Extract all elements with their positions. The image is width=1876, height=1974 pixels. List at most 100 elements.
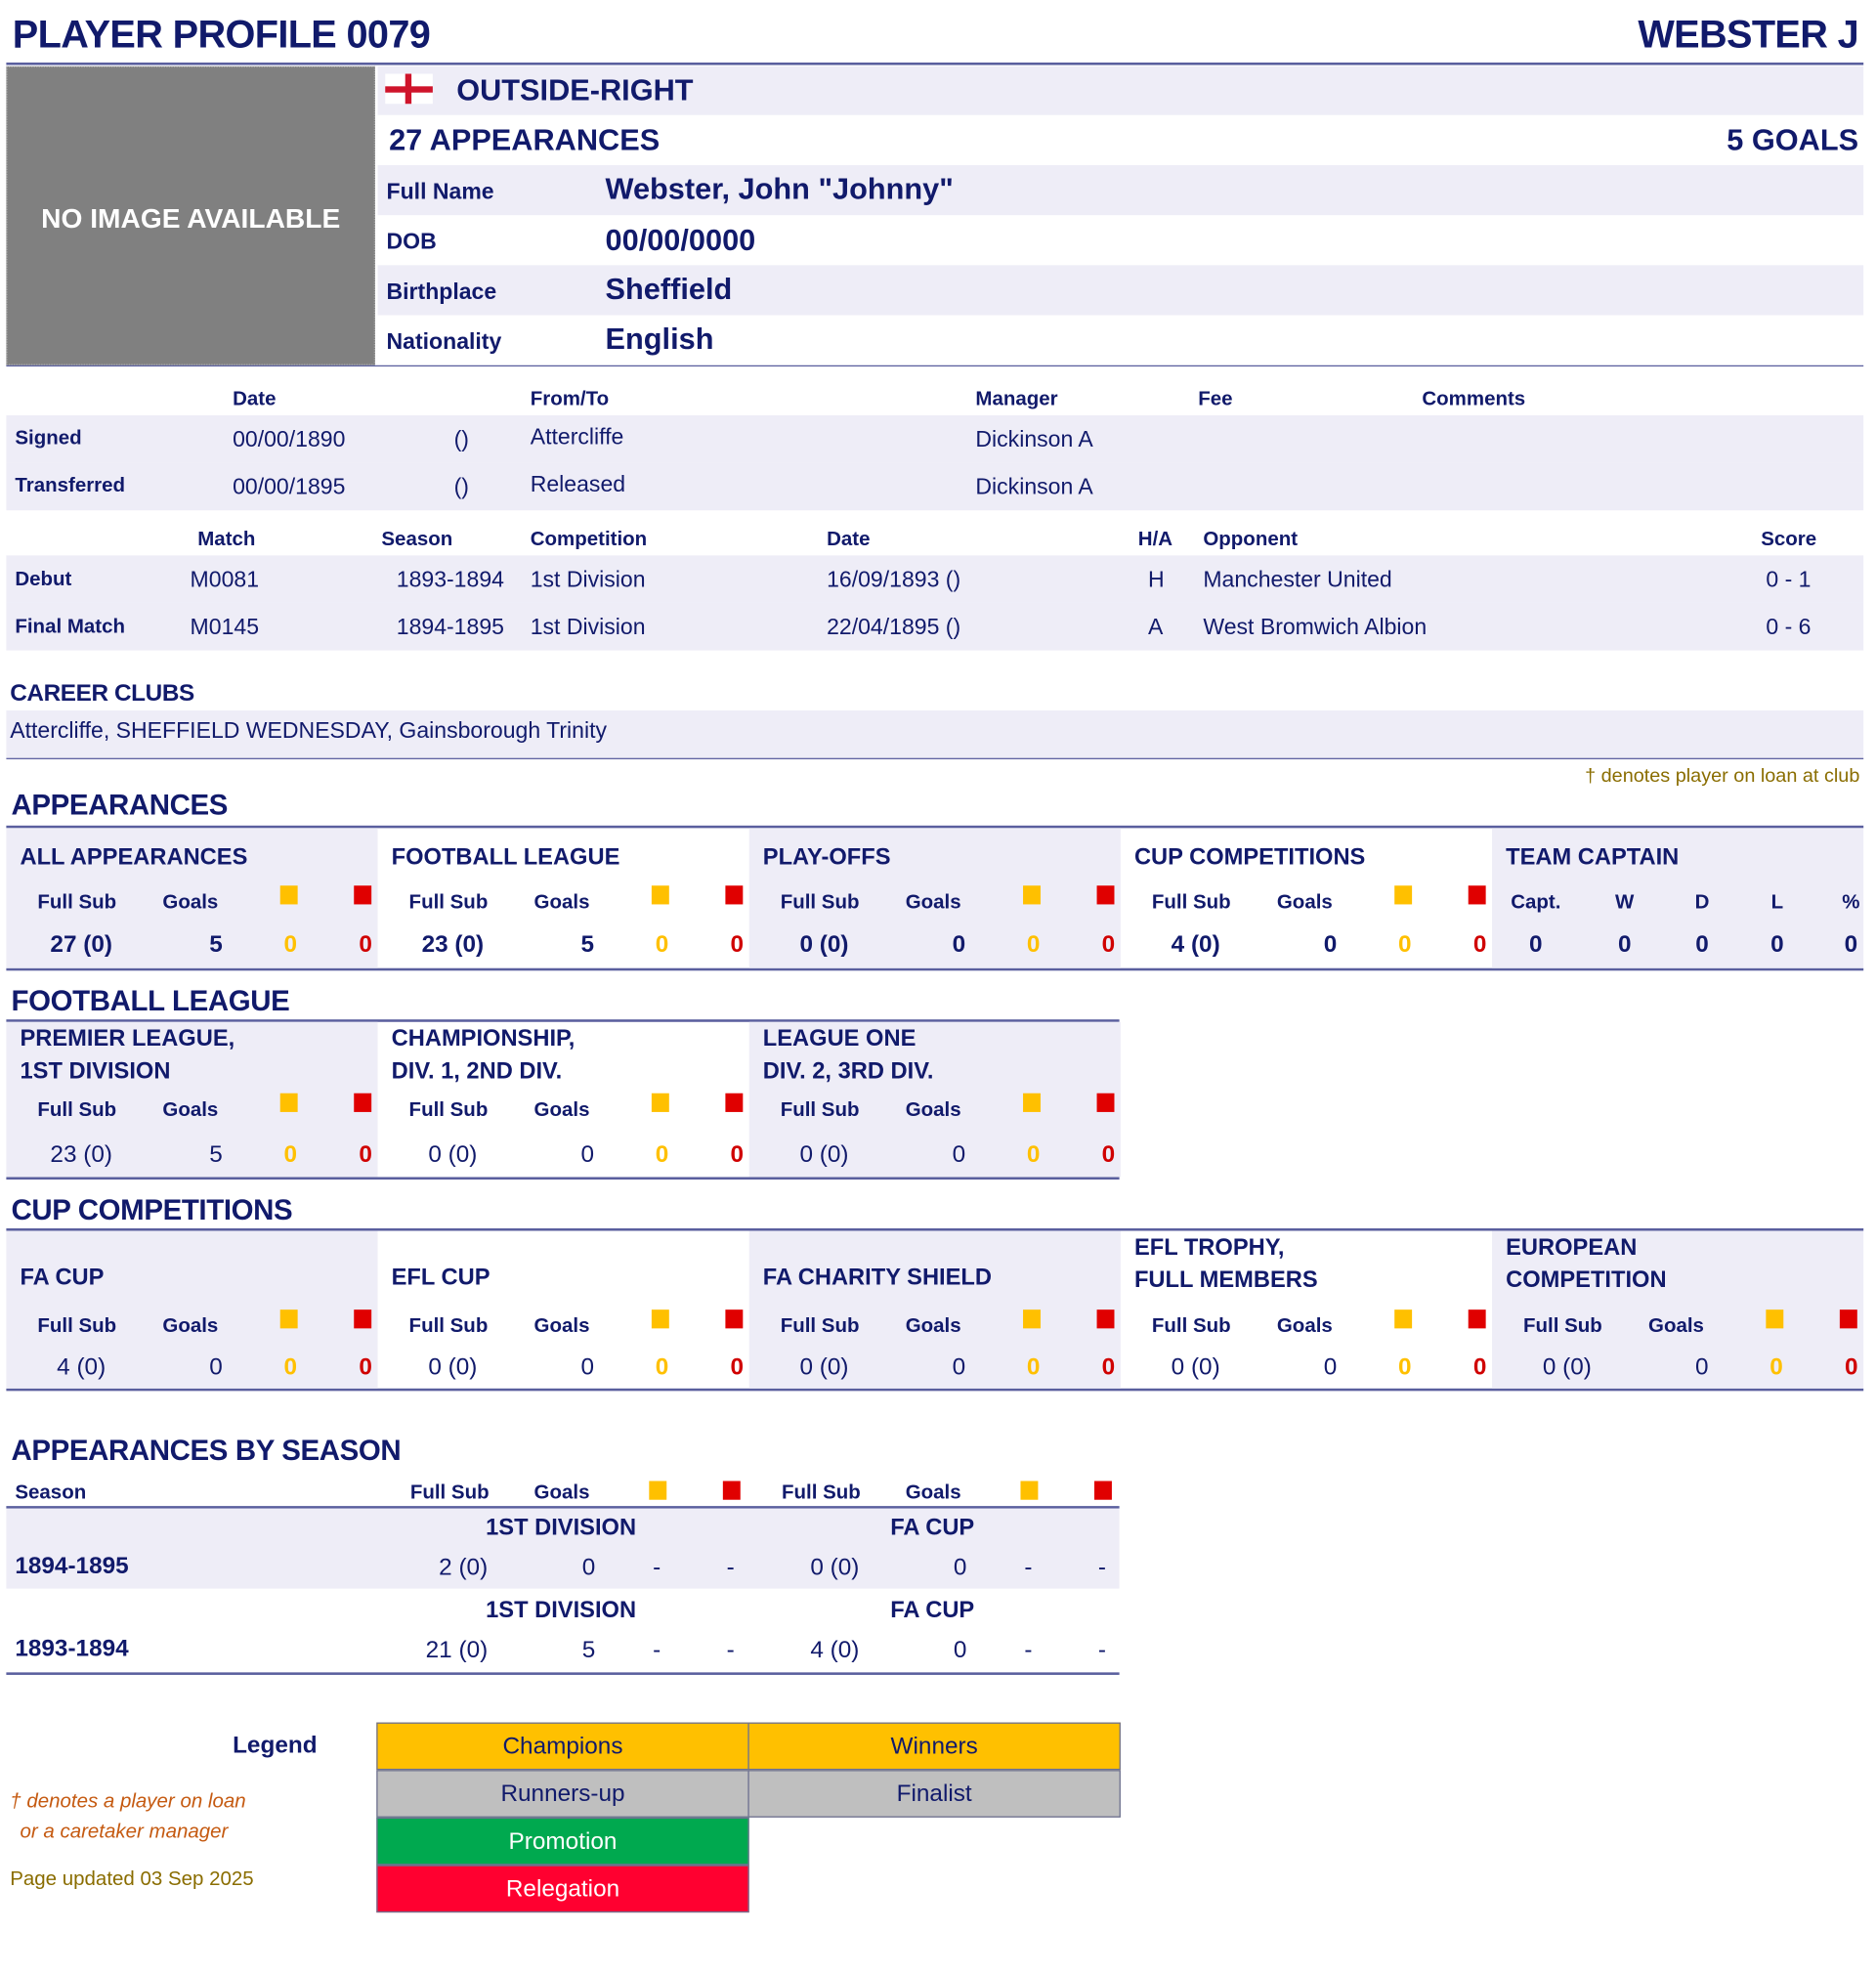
yellow-cards-value: 0 xyxy=(655,1141,669,1169)
stat-block: PREMIER LEAGUE, 1ST DIVISION Full Sub Goal… xyxy=(6,1021,378,1178)
season-header: Season xyxy=(15,1481,87,1504)
transfers-header-fee: Fee xyxy=(1198,389,1233,410)
goals-value: 0 xyxy=(952,931,966,959)
season-competition-name: 1ST DIVISION xyxy=(486,1596,637,1623)
page-updated: Page updated 03 Sep 2025 xyxy=(10,1868,254,1891)
stat-block-title: CHAMPIONSHIP, DIV. 1, 2ND DIV. xyxy=(391,1024,576,1084)
field-value: Webster, John "Johnny" xyxy=(605,172,954,207)
goals-value: 0 xyxy=(1323,1354,1338,1382)
field-value: Sheffield xyxy=(605,273,733,307)
yellow-card-icon xyxy=(1023,885,1041,905)
stat-block: EUROPEAN COMPETITION Full Sub Goals 0 (0) 0 0… xyxy=(1492,1230,1864,1389)
transfers-header-date: Date xyxy=(233,389,277,410)
captain-value: 0 xyxy=(1844,931,1858,959)
transfer-manager: Dickinson A xyxy=(975,474,1093,499)
stat-block-title: PLAY-OFFS xyxy=(762,842,891,870)
captain-value: 0 xyxy=(1695,931,1709,959)
season-goals: 5 xyxy=(581,1637,596,1664)
red-card-icon xyxy=(1468,885,1486,905)
red-cards-value: 0 xyxy=(359,1354,372,1382)
field-value: English xyxy=(605,322,714,357)
yellow-card-icon xyxy=(1023,1309,1041,1329)
red-card-icon xyxy=(1839,1309,1857,1329)
match-row-bg xyxy=(6,555,1864,603)
red-card-icon xyxy=(354,1309,372,1329)
match-ha: A xyxy=(1148,614,1164,640)
goals-header: Goals xyxy=(905,891,961,914)
full-sub-header: Full Sub xyxy=(408,1099,489,1121)
stat-block-title: LEAGUE ONE DIV. 2, 3RD DIV. xyxy=(762,1024,934,1084)
season-yellow: - xyxy=(653,1637,661,1664)
match-competition: 1st Division xyxy=(530,566,646,592)
birthplace-row: Birthplace Sheffield xyxy=(377,265,1864,316)
season-full-sub: 0 (0) xyxy=(810,1555,860,1581)
captain-header: % xyxy=(1842,891,1860,914)
red-card-icon xyxy=(1096,1309,1115,1329)
full-sub-value: 0 (0) xyxy=(799,931,849,959)
full-sub-value: 4 (0) xyxy=(57,1354,107,1382)
transfer-date-note: () xyxy=(453,474,469,499)
yellow-card-icon xyxy=(651,1309,669,1329)
player-photo-placeholder: NO IMAGE AVAILABLE xyxy=(6,65,376,365)
goals-value: 0 xyxy=(952,1354,966,1382)
season-goals: 0 xyxy=(953,1555,967,1581)
yellow-cards-value: 0 xyxy=(1398,931,1412,959)
match-season: 1894-1895 xyxy=(396,614,504,640)
match-competition: 1st Division xyxy=(530,614,646,640)
yellow-card-icon xyxy=(1020,1480,1039,1500)
goals-header: Goals xyxy=(905,1481,961,1504)
match-header-ha: H/A xyxy=(1137,529,1173,551)
full-sub-header: Full Sub xyxy=(780,891,860,914)
red-cards-value: 0 xyxy=(1472,931,1487,959)
goals-value: 0 xyxy=(580,1354,594,1382)
yellow-card-icon xyxy=(279,885,298,905)
full-sub-value: 0 (0) xyxy=(1542,1354,1592,1382)
goals-header: Goals xyxy=(1648,1315,1704,1338)
transfer-club: Attercliffe xyxy=(530,423,624,450)
stat-block: LEAGUE ONE DIV. 2, 3RD DIV. Full Sub Goals… xyxy=(748,1021,1121,1178)
cup-competitions-heading: CUP COMPETITIONS xyxy=(11,1193,293,1226)
yellow-card-icon xyxy=(279,1093,298,1112)
season-goals: 0 xyxy=(581,1555,596,1581)
legend-item-relegation: Relegation xyxy=(376,1865,749,1913)
field-label: DOB xyxy=(386,229,437,254)
stat-block-title: FOOTBALL LEAGUE xyxy=(391,842,620,870)
season-red: - xyxy=(726,1555,735,1581)
match-ha: H xyxy=(1148,566,1165,592)
red-card-icon xyxy=(722,1480,741,1500)
season-row-bg xyxy=(6,1508,1120,1589)
field-label: Full Name xyxy=(386,179,494,204)
full-sub-value: 0 (0) xyxy=(428,1141,478,1169)
goals-value: 0 xyxy=(580,1141,594,1169)
full-sub-header: Full Sub xyxy=(782,1481,861,1504)
red-card-icon xyxy=(354,1093,372,1112)
field-label: Birthplace xyxy=(386,279,497,305)
stat-block-title: PREMIER LEAGUE, 1ST DIVISION xyxy=(20,1024,235,1084)
season-goals: 0 xyxy=(953,1637,967,1664)
red-cards-value: 0 xyxy=(1472,1354,1487,1382)
football-league-heading: FOOTBALL LEAGUE xyxy=(11,984,290,1017)
red-card-icon xyxy=(1468,1309,1486,1329)
yellow-card-icon xyxy=(1023,1093,1041,1112)
yellow-cards-value: 0 xyxy=(1026,1354,1041,1382)
career-clubs-heading: CAREER CLUBS xyxy=(10,680,194,708)
appearances-heading: APPEARANCES xyxy=(11,788,229,821)
stat-block: EFL CUP Full Sub Goals 0 (0) 0 0 0 xyxy=(378,1231,749,1389)
match-row-label: Debut xyxy=(15,569,72,591)
yellow-card-icon xyxy=(1766,1309,1784,1329)
match-row-bg xyxy=(6,602,1864,651)
full-name-row: Full Name Webster, John "Johnny" xyxy=(377,164,1864,216)
stat-block-title: EFL CUP xyxy=(391,1263,490,1290)
red-cards-value: 0 xyxy=(730,1354,745,1382)
match-header-match: Match xyxy=(197,529,256,551)
goals-header: Goals xyxy=(905,1099,961,1121)
red-cards-value: 0 xyxy=(1845,1354,1858,1382)
red-card-icon xyxy=(725,1309,744,1329)
match-match: M0081 xyxy=(190,566,260,592)
season-red: - xyxy=(726,1637,735,1664)
by-season-heading: APPEARANCES BY SEASON xyxy=(11,1433,402,1467)
yellow-cards-value: 0 xyxy=(1026,931,1041,959)
full-sub-header: Full Sub xyxy=(780,1315,860,1338)
goals-value: 0 xyxy=(1694,1354,1709,1382)
